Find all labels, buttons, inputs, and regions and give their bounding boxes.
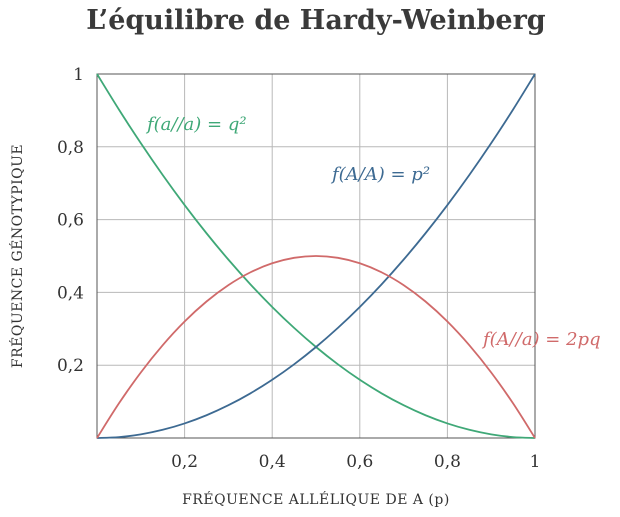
y-tick-label: 0,8 (57, 138, 84, 158)
y-tick-label: 1 (73, 65, 84, 85)
series-line-AA (96, 73, 536, 439)
chart-title: L’équilibre de Hardy-Weinberg (86, 5, 546, 36)
series-label-AA: f(A/A) = p² (330, 164, 430, 185)
x-tick-label: 1 (530, 452, 541, 472)
plot-frame (96, 73, 536, 439)
x-tick-label: 0,8 (434, 452, 461, 472)
series-label-aa: f(a//a) = q² (145, 114, 247, 135)
y-tick-label: 0,6 (57, 211, 84, 231)
series-line-Aa (96, 255, 536, 439)
series-curves (96, 73, 536, 439)
x-tick-label: 0,4 (259, 452, 286, 472)
x-tick-label: 0,2 (171, 452, 198, 472)
y-tick-label: 0,2 (57, 356, 84, 376)
x-axis-label: FRÉQUENCE ALLÉLIQUE DE A (p) (182, 490, 450, 508)
tick-labels: 0,2 0,4 0,6 0,8 1 0,2 0,4 0,6 0,8 1 (57, 65, 540, 472)
series-label-Aa: f(A//a) = 2pq (481, 329, 601, 350)
x-tick-label: 0,6 (346, 452, 373, 472)
y-tick-label: 0,4 (57, 283, 84, 303)
y-axis-label: FRÉQUENCE GÉNOTYPIQUE (8, 144, 26, 368)
